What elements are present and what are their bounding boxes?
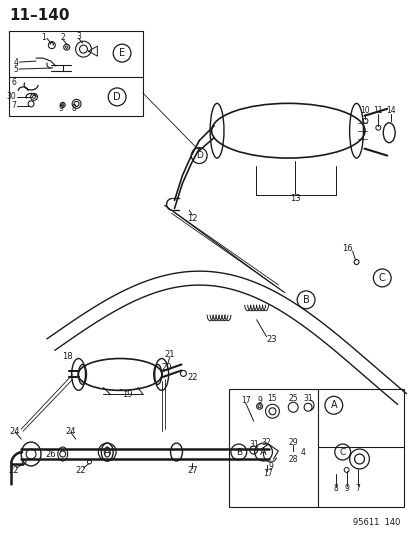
- Text: 4: 4: [300, 448, 305, 457]
- Text: 18: 18: [62, 352, 72, 361]
- Text: 31: 31: [303, 394, 312, 403]
- Text: 32: 32: [261, 438, 271, 447]
- Text: 95611  140: 95611 140: [352, 518, 399, 527]
- Text: 27: 27: [187, 466, 197, 475]
- Text: 24: 24: [9, 426, 20, 435]
- Text: C: C: [378, 273, 385, 283]
- Text: 20: 20: [161, 363, 172, 372]
- Text: 10: 10: [360, 106, 369, 115]
- Text: 6: 6: [11, 78, 16, 87]
- Text: 17: 17: [240, 396, 250, 405]
- Text: E: E: [119, 48, 125, 58]
- Text: 15: 15: [267, 394, 277, 403]
- Text: 17: 17: [263, 470, 273, 479]
- Text: 28: 28: [288, 456, 297, 464]
- Text: 4: 4: [13, 58, 18, 67]
- Text: 11–140: 11–140: [9, 8, 70, 23]
- Text: 14: 14: [385, 106, 395, 115]
- Text: 9: 9: [58, 104, 63, 114]
- Text: 22: 22: [187, 373, 197, 382]
- Text: 13: 13: [289, 194, 300, 203]
- Text: 3: 3: [76, 31, 81, 41]
- Text: 8: 8: [332, 484, 337, 494]
- Text: 31: 31: [249, 440, 259, 449]
- Text: 23: 23: [266, 335, 276, 344]
- Text: 9: 9: [267, 463, 272, 472]
- Text: 30: 30: [7, 92, 16, 101]
- Bar: [228, 389, 403, 507]
- Text: 24: 24: [66, 426, 76, 435]
- Text: 5: 5: [13, 64, 18, 74]
- Text: 8: 8: [71, 104, 76, 114]
- Text: B: B: [302, 295, 309, 305]
- Text: 9: 9: [343, 484, 348, 494]
- Text: 1: 1: [41, 33, 46, 42]
- Text: B: B: [235, 448, 241, 457]
- Text: 22: 22: [75, 466, 85, 475]
- Text: 16: 16: [341, 244, 352, 253]
- Text: 25: 25: [288, 394, 297, 403]
- Bar: [9, 31, 142, 116]
- Text: D: D: [195, 151, 202, 160]
- Text: 22: 22: [8, 466, 19, 475]
- Text: 9: 9: [256, 396, 261, 405]
- Text: 2: 2: [60, 33, 65, 42]
- Text: 12: 12: [187, 214, 197, 223]
- Text: 7: 7: [11, 101, 16, 110]
- Text: C: C: [339, 448, 345, 457]
- Text: A: A: [330, 400, 336, 410]
- Text: 29: 29: [288, 438, 297, 447]
- Text: 21: 21: [164, 350, 174, 359]
- Text: 19: 19: [121, 390, 132, 399]
- Text: D: D: [113, 92, 121, 102]
- Text: A: A: [260, 447, 266, 457]
- Text: 11: 11: [373, 106, 382, 115]
- Text: A: A: [104, 447, 110, 457]
- Text: 7: 7: [354, 484, 359, 494]
- Text: 26: 26: [45, 449, 56, 458]
